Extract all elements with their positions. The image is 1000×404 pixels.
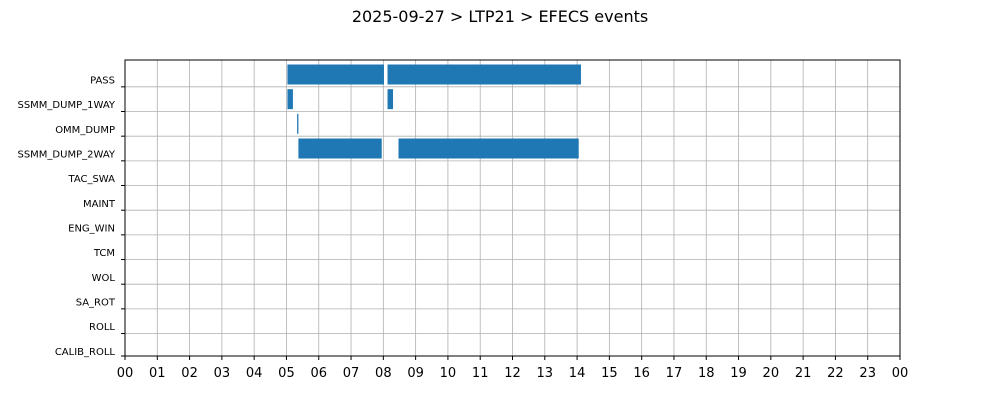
x-tick-label: 00 xyxy=(892,366,909,381)
y-tick-label: OMM_DUMP xyxy=(55,125,115,136)
grid-lines xyxy=(124,60,901,356)
y-tick-label: MAINT xyxy=(83,199,116,210)
x-tick-label: 16 xyxy=(633,366,650,381)
x-tick-label: 11 xyxy=(472,366,489,381)
x-tick-label: 12 xyxy=(504,366,521,381)
y-tick-label: CALIB_ROLL xyxy=(55,347,116,358)
x-tick-label: 07 xyxy=(343,366,360,381)
x-tick-label: 04 xyxy=(246,366,263,381)
y-tick-label: TCM xyxy=(93,248,115,259)
y-tick-label: ROLL xyxy=(89,322,115,333)
y-tick-label: SSMM_DUMP_2WAY xyxy=(17,150,115,161)
event-bar-ssmm-dump-2way xyxy=(298,138,382,159)
x-tick-label: 10 xyxy=(440,366,457,381)
y-tick-label: SA_ROT xyxy=(76,298,116,309)
x-tick-label: 00 xyxy=(117,366,134,381)
x-tick-label: 01 xyxy=(149,366,166,381)
x-tick-label: 17 xyxy=(666,366,683,381)
event-bar-ssmm-dump-1way xyxy=(287,89,293,110)
x-tick-label: 18 xyxy=(698,366,715,381)
x-axis: 00 01 02 03 04 05 06 07 08 09 10 11 12 13 14 15 16 17 18 19… xyxy=(117,356,909,381)
event-bar-omm-dump xyxy=(297,113,299,134)
x-tick-label: 05 xyxy=(278,366,295,381)
x-tick-label: 13 xyxy=(537,366,554,381)
event-bar-ssmm-dump-2way xyxy=(398,138,579,159)
event-bars xyxy=(287,64,581,159)
x-tick-label: 20 xyxy=(763,366,780,381)
x-tick-label: 06 xyxy=(310,366,327,381)
x-tick-label: 02 xyxy=(181,366,198,381)
x-tick-label: 08 xyxy=(375,366,392,381)
chart-title: 2025-09-27 > LTP21 > EFECS events xyxy=(352,7,648,26)
x-tick-label: 09 xyxy=(407,366,424,381)
x-tick-label: 15 xyxy=(601,366,618,381)
event-bar-pass xyxy=(287,64,384,85)
y-tick-label: SSMM_DUMP_1WAY xyxy=(17,100,115,111)
event-bar-pass xyxy=(387,64,581,85)
x-tick-label: 21 xyxy=(795,366,812,381)
x-tick-label: 03 xyxy=(214,366,231,381)
event-bar-ssmm-dump-1way xyxy=(387,89,394,110)
x-tick-label: 22 xyxy=(827,366,844,381)
x-tick-label: 23 xyxy=(859,366,876,381)
y-tick-label: WOL xyxy=(92,273,116,284)
y-tick-label: PASS xyxy=(90,76,115,87)
x-tick-label: 19 xyxy=(730,366,747,381)
x-tick-label: 14 xyxy=(569,366,586,381)
y-axis: PASS SSMM_DUMP_1WAY OMM_DUMP SSMM_DUMP_2WAY… xyxy=(17,76,125,358)
y-tick-label: TAC_SWA xyxy=(67,174,115,185)
y-tick-label: ENG_WIN xyxy=(68,224,115,235)
